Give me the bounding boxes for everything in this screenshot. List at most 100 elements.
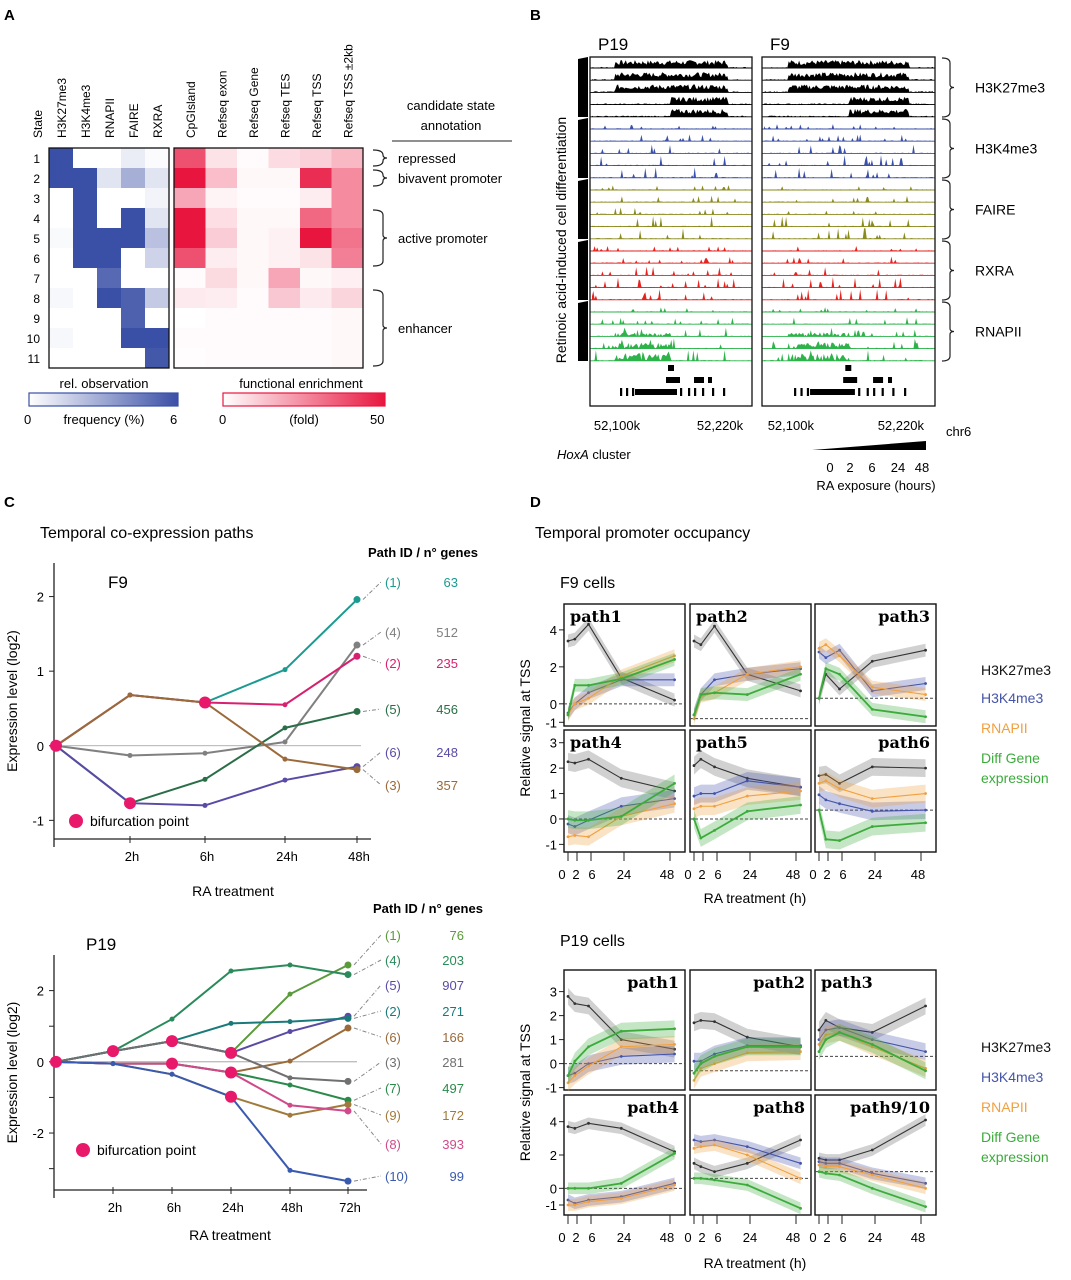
path-gene-count: 497 [442,1081,464,1096]
heatmap-cell [49,148,74,169]
signal-track [592,307,750,312]
panel-letter-a: A [4,7,15,24]
heatmap-cell [97,328,122,349]
data-point [673,789,676,793]
signal-track [592,207,750,215]
x-tick-label: 52,220k [697,418,744,433]
heatmap-cell [174,308,206,329]
heatmap-cell [73,248,98,269]
column-label: H3K27me3 [55,78,69,138]
facet-title: path8 [753,1098,805,1117]
signal-track [764,317,933,325]
gene-model [873,377,884,383]
y-tick-label: -2 [32,1126,44,1141]
data-point [817,1043,821,1046]
facet-title: path1 [570,607,622,626]
data-point [619,776,623,780]
data-point [673,698,676,702]
data-point [673,1043,676,1046]
data-point [713,1170,716,1174]
leader-line [362,655,382,664]
x-tick-label: 2h [108,1200,122,1215]
data-point [353,766,361,774]
y-tick-label: 1 [550,1033,557,1048]
heatmap-cell [97,308,122,329]
leader-line [362,581,382,600]
data-point [566,822,570,826]
gene-model [680,388,683,396]
y-tick-label: 3 [550,985,557,1000]
data-point [344,1077,352,1085]
data-point [566,817,570,821]
bifurcation-legend-marker [69,814,83,828]
y-tick-label: 2 [37,590,44,605]
data-point [619,1045,623,1049]
heatmap-cell [300,168,332,189]
heatmap-cell [237,348,269,369]
time-wedge-icon [578,301,588,361]
data-point [573,761,577,765]
x-tick-label: 24 [743,867,757,882]
path-id: (3) [385,778,401,793]
panel-d-title: Temporal promoter occupancy [535,525,750,542]
y-tick-label: -1 [32,813,44,828]
signal-track [764,167,933,178]
heatmap-cell [205,328,238,349]
confidence-band [819,1024,926,1077]
data-point [824,1038,828,1041]
facet-path1: path1 [563,603,686,727]
y-tick-label: -1 [545,1081,557,1096]
heatmap-cell [121,348,146,369]
column-label: Refseq exon [215,71,229,138]
data-point [169,1016,175,1022]
data-point [673,1151,676,1155]
coexpression-chart-f9: F9 -1 0 1 2 2h 6h 24h 48h RA treatment Expression … [4,545,478,899]
data-point [692,807,696,811]
data-point [587,1186,590,1190]
data-point [817,650,821,654]
signal-track [764,289,933,300]
heatmap-cell [145,248,170,269]
y-tick-label: 2 [550,660,557,675]
gene-model [632,388,635,396]
facet-path3: path3 [814,603,937,727]
heatmap-cell [121,168,146,189]
data-point [924,715,927,719]
x-tick-label: 2 [823,867,830,882]
heatmap-cell [268,288,301,309]
heatmap-cell [268,268,301,289]
y-tick-label: 0 [550,697,557,712]
heatmap-cell [268,308,301,329]
heatmap-cell [174,268,206,289]
heatmap-cell [174,348,206,369]
heatmap-cell [268,248,301,269]
signal-track [764,195,933,203]
legend-header: Path ID / n° genes [368,545,478,560]
legend-entry: H3K4me3 [981,1069,1043,1085]
confidence-band [568,617,675,707]
heatmap-cell [73,268,98,289]
leader-line [353,984,382,1017]
heatmap-cell [331,268,364,289]
data-point [824,773,828,776]
facet-path1: path1 [563,969,686,1092]
annotation-label: enhancer [398,321,453,336]
heatmap-cell [121,248,146,269]
heatmap-cell [49,308,74,329]
facet-title: path4 [627,1098,679,1117]
data-point [924,1069,927,1073]
data-point [924,1181,927,1185]
legend-entry: Diff Gene [981,750,1040,766]
data-point [870,1043,874,1046]
state-label: 2 [33,172,40,186]
annotation-bracket [372,149,388,167]
confidence-band [819,757,926,793]
data-point [838,1031,841,1034]
confidence-band [694,750,801,797]
track-bracket [941,240,955,301]
data-point [619,815,623,818]
facet-path3: path3 [814,969,937,1091]
data-point [824,1158,828,1162]
signal-track [764,84,933,93]
bifurcation-point [225,1066,237,1079]
